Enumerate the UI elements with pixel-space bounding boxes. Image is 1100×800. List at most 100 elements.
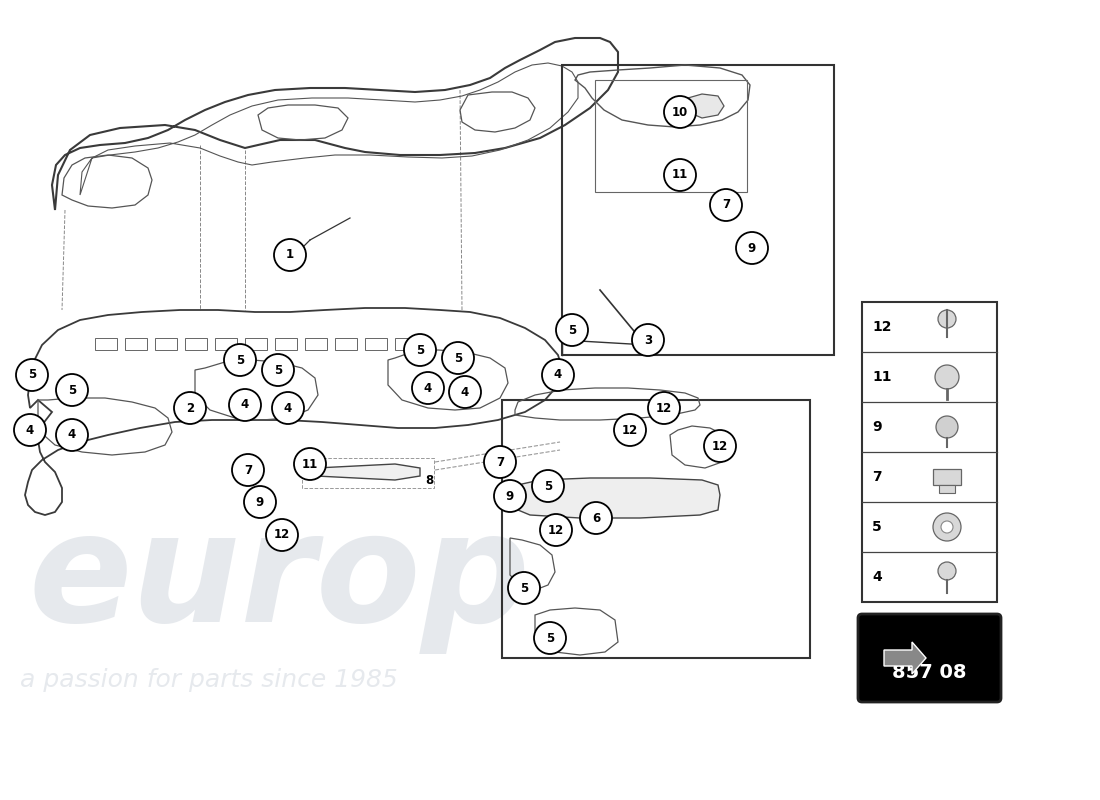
Text: 7: 7 — [722, 198, 730, 211]
Bar — [95, 338, 117, 350]
Text: 5: 5 — [28, 369, 36, 382]
Bar — [305, 338, 327, 350]
Text: 2: 2 — [186, 402, 194, 414]
Bar — [185, 338, 207, 350]
Text: 9: 9 — [748, 242, 756, 254]
Bar — [395, 338, 417, 350]
Text: 7: 7 — [496, 455, 504, 469]
Text: 5: 5 — [872, 520, 882, 534]
Text: 4: 4 — [461, 386, 469, 398]
Circle shape — [648, 392, 680, 424]
Circle shape — [244, 486, 276, 518]
Circle shape — [534, 622, 566, 654]
Circle shape — [614, 414, 646, 446]
Circle shape — [56, 374, 88, 406]
Circle shape — [940, 521, 953, 533]
Circle shape — [556, 314, 588, 346]
Circle shape — [412, 372, 444, 404]
Text: 4: 4 — [554, 369, 562, 382]
Text: 4: 4 — [284, 402, 293, 414]
Bar — [862, 302, 997, 602]
Circle shape — [449, 376, 481, 408]
Circle shape — [484, 446, 516, 478]
Circle shape — [580, 502, 612, 534]
Circle shape — [936, 416, 958, 438]
Circle shape — [933, 513, 961, 541]
Text: 7: 7 — [872, 470, 881, 484]
Bar — [933, 469, 961, 485]
Circle shape — [442, 342, 474, 374]
Bar — [939, 485, 955, 493]
Circle shape — [508, 572, 540, 604]
Circle shape — [266, 519, 298, 551]
Polygon shape — [884, 642, 926, 674]
Circle shape — [935, 365, 959, 389]
Circle shape — [664, 96, 696, 128]
Circle shape — [224, 344, 256, 376]
Text: 11: 11 — [672, 169, 689, 182]
Circle shape — [272, 392, 304, 424]
Text: 12: 12 — [621, 423, 638, 437]
Text: 4: 4 — [872, 570, 882, 584]
Circle shape — [542, 359, 574, 391]
Text: a passion for parts since 1985: a passion for parts since 1985 — [20, 668, 398, 692]
Circle shape — [14, 414, 46, 446]
Circle shape — [404, 334, 436, 366]
Text: 5: 5 — [274, 363, 282, 377]
Circle shape — [229, 389, 261, 421]
Text: 9: 9 — [872, 420, 881, 434]
Text: 6: 6 — [592, 511, 601, 525]
Text: 5: 5 — [568, 323, 576, 337]
Circle shape — [664, 159, 696, 191]
Bar — [275, 338, 297, 350]
Text: 5: 5 — [454, 351, 462, 365]
Bar — [562, 65, 834, 355]
Text: 9: 9 — [256, 495, 264, 509]
Polygon shape — [316, 464, 420, 480]
Text: 12: 12 — [656, 402, 672, 414]
Circle shape — [274, 239, 306, 271]
Circle shape — [16, 359, 48, 391]
Circle shape — [540, 514, 572, 546]
Text: 4: 4 — [241, 398, 249, 411]
Text: 857 08: 857 08 — [892, 662, 967, 682]
Bar — [155, 338, 177, 350]
Text: 9: 9 — [506, 490, 514, 502]
Polygon shape — [688, 94, 724, 118]
Bar — [245, 338, 267, 350]
Text: 5: 5 — [520, 582, 528, 594]
Bar — [595, 80, 747, 192]
FancyBboxPatch shape — [858, 614, 1001, 702]
Text: 10: 10 — [672, 106, 689, 118]
Circle shape — [736, 232, 768, 264]
Bar — [365, 338, 387, 350]
Text: 1: 1 — [286, 249, 294, 262]
Circle shape — [938, 310, 956, 328]
Circle shape — [174, 392, 206, 424]
Circle shape — [262, 354, 294, 386]
Text: 12: 12 — [274, 529, 290, 542]
Circle shape — [710, 189, 742, 221]
Text: 7: 7 — [244, 463, 252, 477]
Circle shape — [294, 448, 326, 480]
Circle shape — [56, 419, 88, 451]
Text: 11: 11 — [301, 458, 318, 470]
Bar — [336, 338, 358, 350]
Text: 5: 5 — [546, 631, 554, 645]
Polygon shape — [518, 478, 721, 518]
Circle shape — [232, 454, 264, 486]
Text: 8: 8 — [425, 474, 433, 486]
Text: europ: europ — [28, 506, 530, 654]
Text: 5: 5 — [416, 343, 425, 357]
Circle shape — [494, 480, 526, 512]
Circle shape — [532, 470, 564, 502]
Circle shape — [632, 324, 664, 356]
Circle shape — [704, 430, 736, 462]
Bar — [302, 458, 434, 488]
Text: 5: 5 — [543, 479, 552, 493]
Circle shape — [938, 562, 956, 580]
Text: 12: 12 — [548, 523, 564, 537]
Text: 4: 4 — [424, 382, 432, 394]
Text: 3: 3 — [644, 334, 652, 346]
Text: 11: 11 — [872, 370, 891, 384]
